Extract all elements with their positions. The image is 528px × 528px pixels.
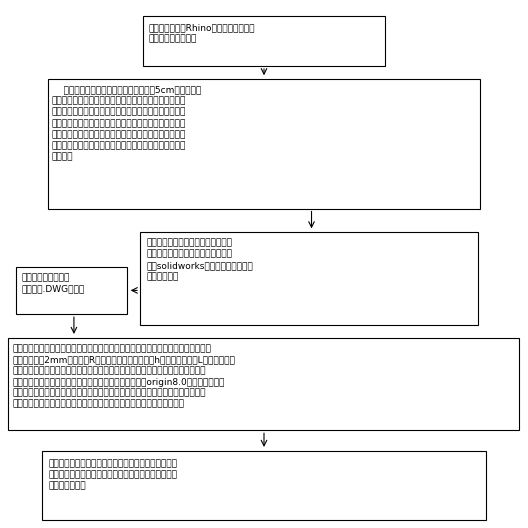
Text: 针对墩柱钢筋，单独提取出来进行线
性分析研究，因犀牛软件的局限性，
结合solidworks软件对墩柱钢筋的二
维转换研究。: 针对墩柱钢筋，单独提取出来进行线 性分析研究，因犀牛软件的局限性， 结合soli… [146, 239, 253, 281]
Bar [8, 338, 519, 430]
Text: 对钢筋的依次编号，
依次生成.DWG格式。: 对钢筋的依次编号， 依次生成.DWG格式。 [21, 273, 84, 293]
Bar [140, 232, 478, 325]
Text: 对二维的钢筋进行分段，每段控制弧线拱高，根据我们现场实际需要误差进行控制，
弧拱控制高在2mm以内，若R近似代表每段弧的半径，h代表弧的拱高，L代表弧弦长，
则: 对二维的钢筋进行分段，每段控制弧线拱高，根据我们现场实际需要误差进行控制， 弧拱… [12, 344, 235, 409]
Text: 根据设计图纸在Rhino中对墩柱的混凝土
贴面建立精确的模型: 根据设计图纸在Rhino中对墩柱的混凝土 贴面建立精确的模型 [149, 23, 256, 43]
Bar [48, 79, 480, 209]
Bar [16, 267, 127, 314]
Bar [143, 16, 385, 66]
Bar [42, 451, 486, 520]
Text: 在墩柱模型里抽取模型外壳，法向偏移5cm（保护层的
厚度）得到曲面作为钢筋布置曲面，再根据设计院布筋原
则，上下截面取等分点，根据曲面的上两点的最短行走距
离来: 在墩柱模型里抽取模型外壳，法向偏移5cm（保护层的 厚度）得到曲面作为钢筋布置曲… [52, 86, 201, 161]
Text: 结合钢筋的曲线控制参数，对钢筋进行分段弯曲，将钢
筋弯曲参数输入数控弯曲机的控制弯曲线型。在现场安
装一次性完成。: 结合钢筋的曲线控制参数，对钢筋进行分段弯曲，将钢 筋弯曲参数输入数控弯曲机的控制… [49, 459, 177, 490]
